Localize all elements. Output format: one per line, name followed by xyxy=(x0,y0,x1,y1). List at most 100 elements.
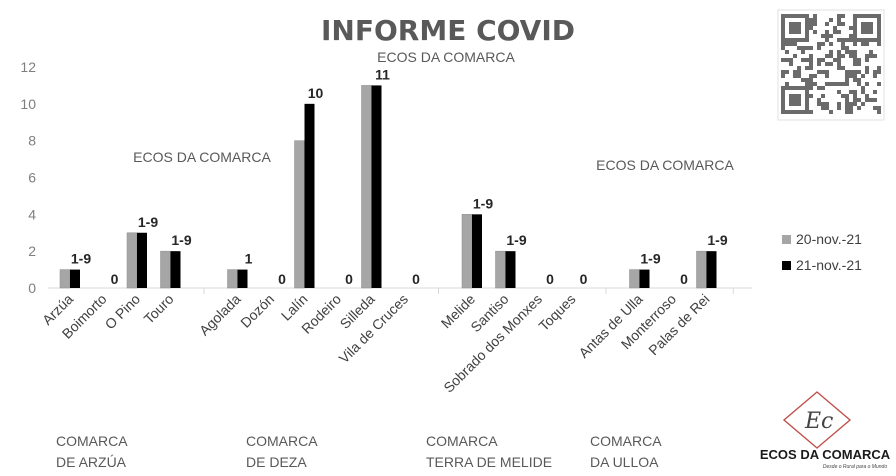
qr-module xyxy=(845,70,849,74)
qr-module xyxy=(793,70,797,74)
qr-module xyxy=(805,86,809,90)
bar-series2 xyxy=(639,269,650,288)
x-tick-label: Agolada xyxy=(196,291,244,339)
qr-module xyxy=(805,106,809,110)
qr-module xyxy=(869,30,873,34)
qr-module xyxy=(789,62,793,66)
qr-module xyxy=(837,58,841,62)
qr-module xyxy=(801,46,805,50)
qr-module xyxy=(781,58,785,62)
qr-module xyxy=(793,22,797,26)
qr-module xyxy=(837,90,841,94)
qr-module xyxy=(845,78,849,82)
qr-module xyxy=(785,50,789,54)
qr-module xyxy=(841,66,845,70)
bar-series1 xyxy=(495,250,506,289)
qr-module xyxy=(865,22,869,26)
qr-module xyxy=(797,30,801,34)
qr-module xyxy=(825,70,829,74)
qr-module xyxy=(805,102,809,106)
qr-module xyxy=(869,14,873,18)
qr-module xyxy=(833,82,837,86)
qr-module xyxy=(829,62,833,66)
qr-module xyxy=(837,66,841,70)
qr-module xyxy=(825,102,829,106)
qr-module xyxy=(845,82,849,86)
qr-module xyxy=(829,34,833,38)
qr-module xyxy=(805,78,809,82)
qr-module xyxy=(861,102,865,106)
qr-module xyxy=(853,30,857,34)
watermark-right: ECOS DA COMARCA xyxy=(596,157,734,173)
watermark-left: ECOS DA COMARCA xyxy=(133,149,271,165)
legend-swatch-20-nov xyxy=(782,235,791,244)
data-label: 1-9 xyxy=(138,214,158,230)
qr-module xyxy=(793,42,797,46)
qr-module xyxy=(813,14,817,18)
bar-series2 xyxy=(472,214,482,288)
qr-module xyxy=(837,38,841,42)
qr-module xyxy=(853,70,857,74)
qr-module xyxy=(789,30,793,34)
qr-module xyxy=(849,34,853,38)
qr-module xyxy=(877,26,881,30)
qr-module xyxy=(849,70,853,74)
qr-module xyxy=(861,38,865,42)
bar-series2 xyxy=(170,251,181,288)
qr-module xyxy=(781,26,785,30)
qr-module xyxy=(853,54,857,58)
bar-series2 xyxy=(137,232,147,288)
x-tick-label: Toques xyxy=(535,291,578,334)
qr-module xyxy=(809,26,813,30)
qr-module xyxy=(785,42,789,46)
qr-module xyxy=(805,94,809,98)
qr-module xyxy=(861,26,865,30)
qr-module xyxy=(789,98,793,102)
qr-module xyxy=(797,74,801,78)
qr-module xyxy=(877,82,881,86)
qr-module xyxy=(785,14,789,18)
legend-label-21-nov: 21-nov.-21 xyxy=(796,257,862,273)
qr-module xyxy=(853,38,857,42)
qr-module xyxy=(793,98,797,102)
qr-module xyxy=(877,106,881,110)
data-label: 0 xyxy=(680,271,688,287)
data-label: 0 xyxy=(278,271,286,287)
bar-series1 xyxy=(59,269,71,289)
qr-module xyxy=(873,98,877,102)
qr-module xyxy=(821,70,825,74)
group-label-line1: COMARCA xyxy=(426,433,498,449)
qr-module xyxy=(877,66,881,70)
group-label-line2: TERRA DE MELIDE xyxy=(426,454,552,470)
qr-module xyxy=(817,86,821,90)
qr-module xyxy=(825,62,829,66)
qr-module xyxy=(873,90,877,94)
qr-module xyxy=(797,46,801,50)
bar-series1 xyxy=(696,250,707,289)
qr-module xyxy=(793,30,797,34)
data-label: 0 xyxy=(111,271,119,287)
qr-module xyxy=(789,26,793,30)
qr-module xyxy=(797,26,801,30)
qr-module xyxy=(809,22,813,26)
qr-module xyxy=(785,82,789,86)
qr-module xyxy=(785,86,789,90)
qr-module xyxy=(817,102,821,106)
qr-module xyxy=(853,18,857,22)
qr-module xyxy=(809,66,813,70)
qr-module xyxy=(849,54,853,58)
x-tick-label: Touro xyxy=(141,291,177,327)
bar-series2 xyxy=(70,269,80,288)
qr-module xyxy=(865,70,869,74)
qr-module xyxy=(837,106,841,110)
qr-module xyxy=(857,78,861,82)
qr-module xyxy=(861,86,865,90)
qr-module xyxy=(797,66,801,70)
qr-module xyxy=(837,82,841,86)
qr-module xyxy=(877,18,881,22)
qr-module xyxy=(801,58,805,62)
qr-module xyxy=(873,38,877,42)
qr-module xyxy=(793,110,797,114)
qr-module xyxy=(877,14,881,18)
qr-module xyxy=(873,106,877,110)
